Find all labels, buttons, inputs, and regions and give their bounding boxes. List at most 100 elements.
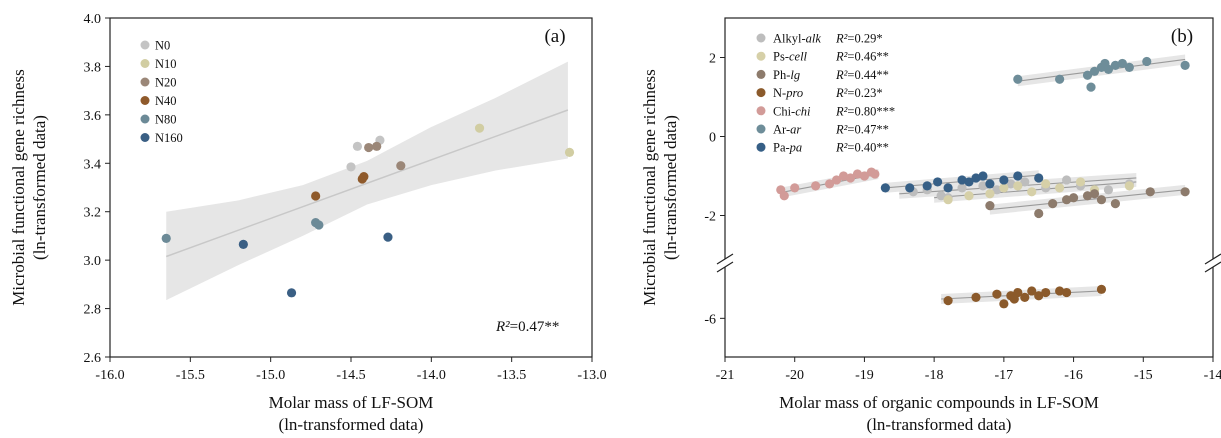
x-tick-label: -16.0 <box>95 368 124 383</box>
legend-label: N80 <box>155 113 177 127</box>
panel-a: -16.0 -15.5 -15.0 -14.5 -14.0 -13.5 -13.0 2.6 2.… <box>9 12 607 434</box>
data-point-lg <box>1048 199 1058 209</box>
data-point-pa <box>978 171 988 181</box>
y-axis-label-line2: (ln-transformed data) <box>661 115 680 260</box>
data-point-n160 <box>286 288 297 298</box>
data-point-ar <box>1103 64 1114 74</box>
data-point-n160 <box>238 239 248 250</box>
data-point-pa <box>880 183 890 193</box>
x-tick-label: -17 <box>995 368 1014 383</box>
legend-r2-value: =0.44** <box>847 68 888 82</box>
legend-marker <box>140 59 150 68</box>
data-point-cell <box>1013 181 1023 191</box>
y-tick-label: 3.6 <box>84 109 102 124</box>
legend-r2: R²=0.46** <box>835 50 889 64</box>
panel-label: (b) <box>1171 26 1193 47</box>
y-tick-label: 0 <box>709 131 716 146</box>
x-tick-label: -13.0 <box>577 368 606 383</box>
data-point-ar <box>1110 60 1120 70</box>
regression-line <box>165 109 569 258</box>
x-tick-label: -21 <box>716 368 735 383</box>
legend-r2-value: =0.46** <box>847 50 888 64</box>
data-point-pro <box>1062 287 1072 298</box>
legend-label: Pa-pa <box>773 141 802 155</box>
data-point-chi <box>870 169 880 179</box>
legend-marker <box>756 51 766 61</box>
data-point-cell <box>964 191 974 201</box>
data-point-cell <box>999 183 1009 193</box>
x-tick-label: -15 <box>1134 368 1153 383</box>
y-tick-label: 4.0 <box>84 12 102 27</box>
x-tick-label: -14.5 <box>336 368 365 383</box>
legend-marker <box>140 96 150 105</box>
legend-r2-prefix: R² <box>835 104 848 118</box>
legend-label: Ar-ar <box>773 123 801 137</box>
data-point-lg <box>1180 187 1190 197</box>
confidence-band <box>166 61 568 301</box>
x-tick-label: -15.0 <box>256 368 285 383</box>
axis-break-mark <box>1204 253 1221 265</box>
legend-marker <box>756 142 766 152</box>
legend-name: Ps- <box>773 50 789 64</box>
data-point-alk <box>936 191 946 201</box>
data-point-ar <box>1180 60 1190 70</box>
legend-r2-prefix: R² <box>835 86 848 100</box>
data-point-ar <box>1086 82 1096 92</box>
y-tick-label: 3.8 <box>84 60 102 75</box>
data-point-cell <box>1055 183 1065 193</box>
data-point-chi <box>790 183 800 193</box>
data-point-pa <box>1013 171 1023 181</box>
legend-r2: R²=0.44** <box>835 68 889 82</box>
x-tick-label: -14 <box>1204 368 1221 383</box>
data-point-pro <box>943 296 953 306</box>
y-axis-label-line2: (ln-transformed data) <box>30 115 49 260</box>
data-point-ar <box>1117 58 1127 69</box>
axis-break-mark <box>1204 261 1221 273</box>
y-tick-label: 2.6 <box>84 351 102 366</box>
data-point-n0 <box>346 162 356 172</box>
legend-name-italic: chi <box>795 104 811 118</box>
legend-name: Alkyl- <box>773 32 806 46</box>
data-point-cell <box>1124 181 1134 191</box>
data-point-lg <box>1110 199 1120 209</box>
data-point-pa <box>933 177 943 187</box>
x-axis-label: Molar mass of organic compounds in LF-SO… <box>779 393 1099 412</box>
data-point-pa <box>943 183 953 193</box>
axis-break-mark <box>716 261 734 273</box>
y-tick-label: -6 <box>704 312 716 327</box>
axis-break-mark <box>716 253 734 265</box>
legend-r2-value: =0.47** <box>847 123 888 137</box>
legend-r2-prefix: R² <box>835 68 848 82</box>
data-point-pro <box>1055 286 1065 296</box>
data-point-pa <box>971 173 981 183</box>
data-point-lg <box>1089 189 1100 199</box>
legend-r2-prefix: R² <box>835 141 848 155</box>
x-tick-label: -15.5 <box>176 368 205 383</box>
x-tick-label: -20 <box>785 368 804 383</box>
y-tick-label: -2 <box>704 210 716 225</box>
legend-r2: R²=0.40** <box>835 141 889 155</box>
data-point-pro <box>971 292 981 302</box>
data-point-alk <box>1103 185 1114 195</box>
legend-r2: R²=0.47** <box>835 123 889 137</box>
data-point-n20 <box>396 161 406 171</box>
data-point-lg <box>1145 187 1155 197</box>
data-point-pa <box>999 175 1009 185</box>
legend-marker <box>756 88 766 98</box>
data-point-n10 <box>474 123 485 133</box>
legend-label: N-pro <box>773 86 803 100</box>
panel-label: (a) <box>544 26 565 47</box>
data-point-ar <box>1124 62 1134 72</box>
y-tick-label: 2.8 <box>84 303 102 318</box>
data-point-cell <box>1027 187 1037 197</box>
data-point-alk <box>978 181 988 191</box>
data-point-pa <box>905 183 915 193</box>
data-point-chi <box>831 175 842 185</box>
data-point-n20 <box>372 141 382 151</box>
data-point-chi <box>824 179 835 189</box>
data-point-ar <box>1142 56 1152 67</box>
legend-marker <box>140 114 150 124</box>
data-point-chi <box>845 173 856 183</box>
legend-r2-prefix: R² <box>835 32 848 46</box>
data-point-lg <box>1034 208 1044 219</box>
